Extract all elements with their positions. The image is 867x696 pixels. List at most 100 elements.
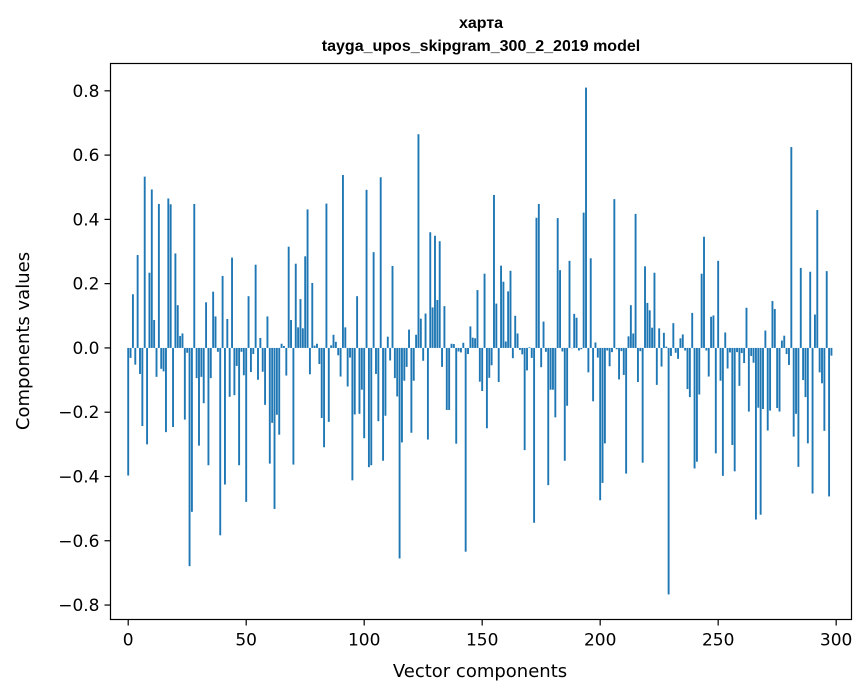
x-tick-label-300: 300: [820, 631, 852, 651]
bar-48: [240, 347, 243, 352]
bar-197: [592, 347, 595, 402]
bar-258: [736, 347, 738, 353]
bar-25: [186, 347, 189, 353]
x-tick-label-50: 50: [235, 631, 257, 651]
bar-115: [398, 347, 401, 559]
bar-37: [214, 316, 217, 348]
bar-213: [629, 305, 632, 348]
bar-72: [297, 327, 300, 348]
bar-29: [195, 347, 198, 379]
bar-230: [670, 347, 672, 356]
bar-58: [264, 347, 267, 405]
bar-240: [693, 347, 696, 469]
bar-164: [514, 315, 517, 348]
bar-227: [662, 332, 665, 348]
bar-63: [275, 347, 278, 415]
bar-231: [672, 323, 675, 348]
bar-276: [778, 347, 781, 412]
bar-287: [804, 347, 807, 398]
bar-110: [386, 336, 389, 348]
bar-170: [528, 347, 531, 348]
bar-277: [780, 340, 783, 348]
bar-267: [757, 347, 760, 408]
bar-127: [426, 347, 429, 440]
bar-261: [743, 347, 746, 364]
bar-206: [613, 199, 616, 348]
bar-0: [127, 347, 130, 476]
bar-160: [504, 341, 507, 348]
bar-50: [245, 347, 248, 502]
bar-174: [537, 203, 540, 348]
bar-193: [582, 212, 585, 348]
x-tick-label-200: 200: [584, 631, 616, 651]
bar-67: [285, 347, 288, 376]
bar-283: [795, 347, 797, 414]
bar-95: [351, 347, 354, 481]
bar-199: [596, 347, 599, 358]
bar-143: [464, 347, 467, 552]
bar-103: [370, 347, 373, 466]
bar-28: [193, 203, 196, 348]
bar-38: [216, 347, 219, 352]
bar-246: [707, 347, 710, 377]
bar-53: [252, 347, 255, 355]
bar-20: [174, 253, 177, 348]
bar-219: [644, 266, 646, 348]
bar-148: [476, 290, 479, 348]
bar-10: [150, 189, 153, 348]
bar-142: [462, 342, 465, 348]
bar-116: [401, 347, 403, 443]
y-tick-label-1: −0.6: [58, 532, 99, 552]
bar-118: [405, 347, 408, 367]
bar-83: [323, 347, 326, 448]
bar-2: [131, 294, 134, 348]
bar-144: [467, 347, 469, 355]
bar-114: [396, 347, 399, 397]
y-tick-label-8: 0.8: [72, 82, 99, 102]
bar-211: [625, 347, 628, 474]
bar-4: [136, 255, 139, 348]
bar-186: [566, 347, 569, 406]
bar-150: [481, 347, 484, 391]
bar-195: [587, 347, 590, 373]
bar-252: [721, 347, 724, 476]
bar-168: [523, 347, 526, 451]
bar-60: [268, 347, 271, 464]
bar-162: [509, 270, 512, 348]
bar-223: [653, 272, 656, 348]
bar-167: [521, 347, 524, 355]
bar-181: [554, 347, 557, 418]
bar-123: [417, 134, 420, 348]
bar-107: [379, 177, 382, 348]
bar-275: [776, 347, 779, 409]
bar-232: [674, 347, 677, 353]
bar-88: [334, 341, 337, 348]
bar-222: [651, 327, 654, 348]
bar-156: [495, 303, 498, 348]
bar-239: [691, 312, 694, 348]
bar-247: [710, 316, 713, 348]
bar-243: [700, 273, 703, 348]
bar-22: [179, 336, 182, 348]
bar-42: [226, 319, 229, 348]
chart-subtitle: tayga_upos_skipgram_300_2_2019 model: [322, 38, 640, 55]
bar-30: [198, 347, 200, 446]
bar-52: [249, 347, 252, 373]
bar-65: [280, 343, 283, 348]
bar-260: [740, 347, 743, 354]
bar-132: [438, 241, 441, 348]
bar-251: [719, 347, 722, 381]
bar-69: [290, 319, 292, 348]
bar-266: [754, 347, 757, 520]
bar-241: [695, 347, 698, 462]
bar-264: [750, 347, 753, 356]
bar-220: [646, 302, 649, 348]
x-axis-ticks: 0 50 100 150 200 250 300: [123, 619, 852, 651]
bar-226: [660, 347, 663, 367]
bar-24: [183, 347, 186, 420]
bar-54: [254, 264, 257, 348]
bar-269: [762, 347, 764, 409]
bar-152: [485, 347, 488, 429]
y-tick-label-4: 0.0: [72, 339, 99, 359]
